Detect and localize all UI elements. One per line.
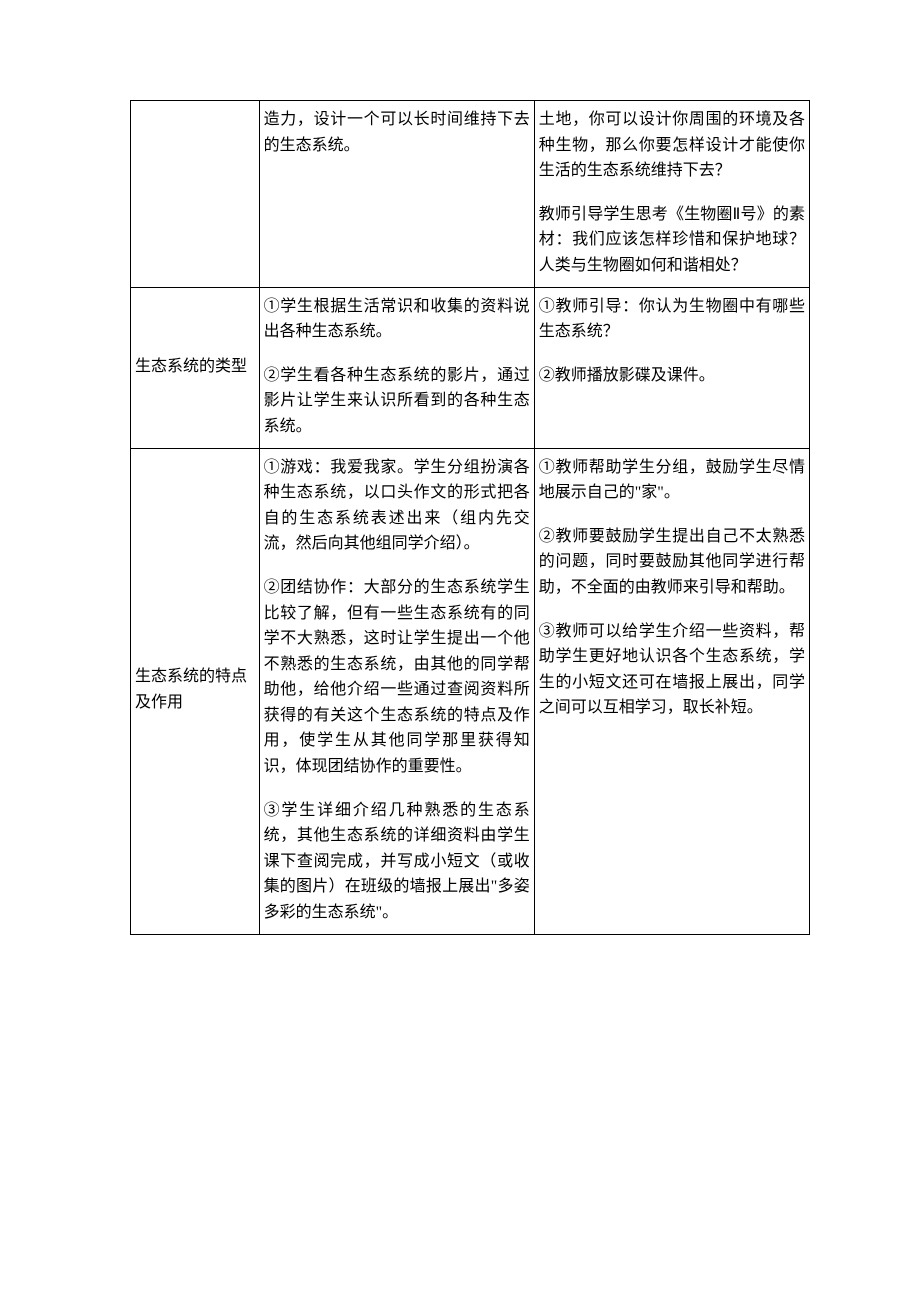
document-page: 造力，设计一个可以长时间维持下去的生态系统。 土地，你可以设计你周围的环境及各种… [0,0,920,1302]
row-label-cell: 生态系统的类型 [131,287,260,448]
teacher-para: 土地，你可以设计你周围的环境及各种生物，那么你要怎样设计才能使你生活的生态系统维… [539,107,805,184]
row-label-cell: 生态系统的特点及作用 [131,448,260,934]
student-para: 造力，设计一个可以长时间维持下去的生态系统。 [264,107,530,158]
table-row: 造力，设计一个可以长时间维持下去的生态系统。 土地，你可以设计你周围的环境及各种… [131,101,810,288]
teacher-para: ②教师播放影碟及课件。 [539,363,805,389]
table-row: 生态系统的特点及作用 ①游戏：我爱我家。学生分组扮演各种生态系统，以口头作文的形… [131,448,810,934]
teacher-activity-cell: ①教师帮助学生分组，鼓励学生尽情地展示自己的"家"。 ②教师要鼓励学生提出自己不… [534,448,809,934]
student-para: ③学生详细介绍几种熟悉的生态系统，其他生态系统的详细资料由学生课下查阅完成，并写… [264,798,530,926]
student-activity-cell: ①游戏：我爱我家。学生分组扮演各种生态系统，以口头作文的形式把各自的生态系统表述… [259,448,534,934]
row-label-cell [131,101,260,288]
table-row: 生态系统的类型 ①学生根据生活常识和收集的资料说出各种生态系统。 ②学生看各种生… [131,287,810,448]
student-para: ①游戏：我爱我家。学生分组扮演各种生态系统，以口头作文的形式把各自的生态系统表述… [264,455,530,557]
student-activity-cell: 造力，设计一个可以长时间维持下去的生态系统。 [259,101,534,288]
teacher-para: ②教师要鼓励学生提出自己不太熟悉的问题，同时要鼓励其他同学进行帮助，不全面的由教… [539,524,805,601]
teacher-para: ①教师引导：你认为生物圈中有哪些生态系统？ [539,294,805,345]
lesson-plan-table: 造力，设计一个可以长时间维持下去的生态系统。 土地，你可以设计你周围的环境及各种… [130,100,810,935]
student-para: ②学生看各种生态系统的影片，通过影片让学生来认识所看到的各种生态系统。 [264,363,530,440]
student-para: ①学生根据生活常识和收集的资料说出各种生态系统。 [264,294,530,345]
row-label: 生态系统的类型 [135,358,247,375]
student-para: ②团结协作：大部分的生态系统学生比较了解，但有一些生态系统有的同学不大熟悉，这时… [264,575,530,780]
teacher-para: ①教师帮助学生分组，鼓励学生尽情地展示自己的"家"。 [539,455,805,506]
teacher-activity-cell: 土地，你可以设计你周围的环境及各种生物，那么你要怎样设计才能使你生活的生态系统维… [534,101,809,288]
teacher-activity-cell: ①教师引导：你认为生物圈中有哪些生态系统？ ②教师播放影碟及课件。 [534,287,809,448]
row-label: 生态系统的特点及作用 [135,668,247,711]
student-activity-cell: ①学生根据生活常识和收集的资料说出各种生态系统。 ②学生看各种生态系统的影片，通… [259,287,534,448]
teacher-para: ③教师可以给学生介绍一些资料，帮助学生更好地认识各个生态系统，学生的小短文还可在… [539,619,805,721]
teacher-para: 教师引导学生思考《生物圈Ⅱ号》的素材：我们应该怎样珍惜和保护地球？人类与生物圈如… [539,202,805,279]
